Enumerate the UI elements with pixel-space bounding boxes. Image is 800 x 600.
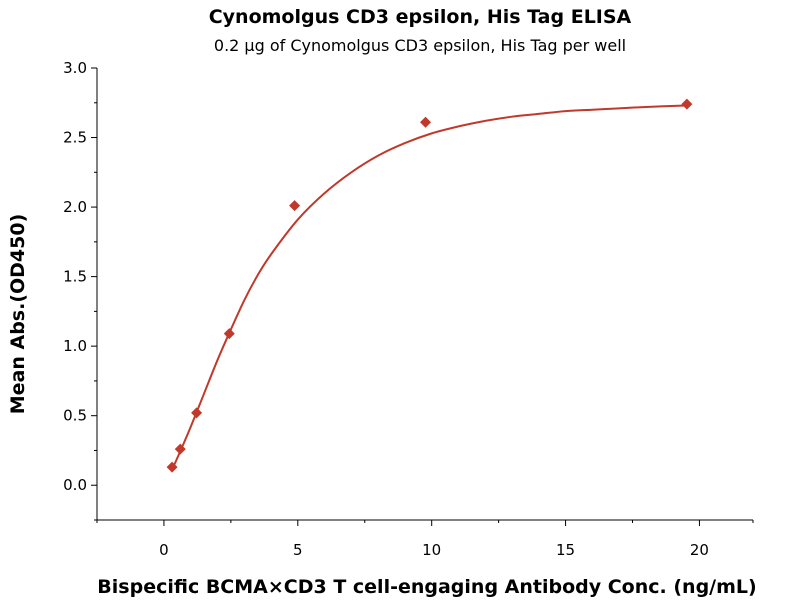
y-tick-label: 1.5 — [63, 268, 87, 286]
data-point-marker — [174, 443, 186, 455]
x-tick-label: 20 — [690, 541, 709, 559]
y-tick-label: 2.5 — [63, 129, 87, 147]
y-tick-label: 1.0 — [63, 337, 87, 355]
data-point-marker — [681, 98, 693, 110]
y-tick-label: 2.0 — [63, 198, 87, 216]
fit-curve-group — [171, 104, 687, 471]
y-tick-label: 0.5 — [63, 407, 87, 425]
axes — [96, 68, 753, 521]
y-axis-label: Mean Abs.(OD450) — [7, 214, 29, 415]
data-points — [166, 98, 693, 473]
x-tick-label: 5 — [293, 541, 303, 559]
y-tick-label: 0.0 — [63, 476, 87, 494]
data-point-marker — [223, 328, 235, 340]
x-tick-label: 0 — [159, 541, 169, 559]
fit-curve — [171, 104, 687, 471]
x-tick-label: 15 — [556, 541, 575, 559]
x-axis-label: Bispecific BCMA×CD3 T cell-engaging Anti… — [97, 576, 756, 598]
ticks: 0.0 0.5 1.0 1.5 2.0 2.5 3.0 0 5 10 15 20 — [63, 59, 754, 559]
data-point-marker — [166, 461, 178, 473]
chart-subtitle: 0.2 μg of Cynomolgus CD3 epsilon, His Ta… — [214, 36, 626, 55]
data-point-marker — [191, 407, 203, 419]
y-tick-label: 3.0 — [63, 59, 87, 77]
data-point-marker — [289, 200, 301, 212]
data-point-marker — [420, 116, 432, 128]
x-tick-label: 10 — [422, 541, 441, 559]
chart-title: Cynomolgus CD3 epsilon, His Tag ELISA — [209, 6, 632, 28]
